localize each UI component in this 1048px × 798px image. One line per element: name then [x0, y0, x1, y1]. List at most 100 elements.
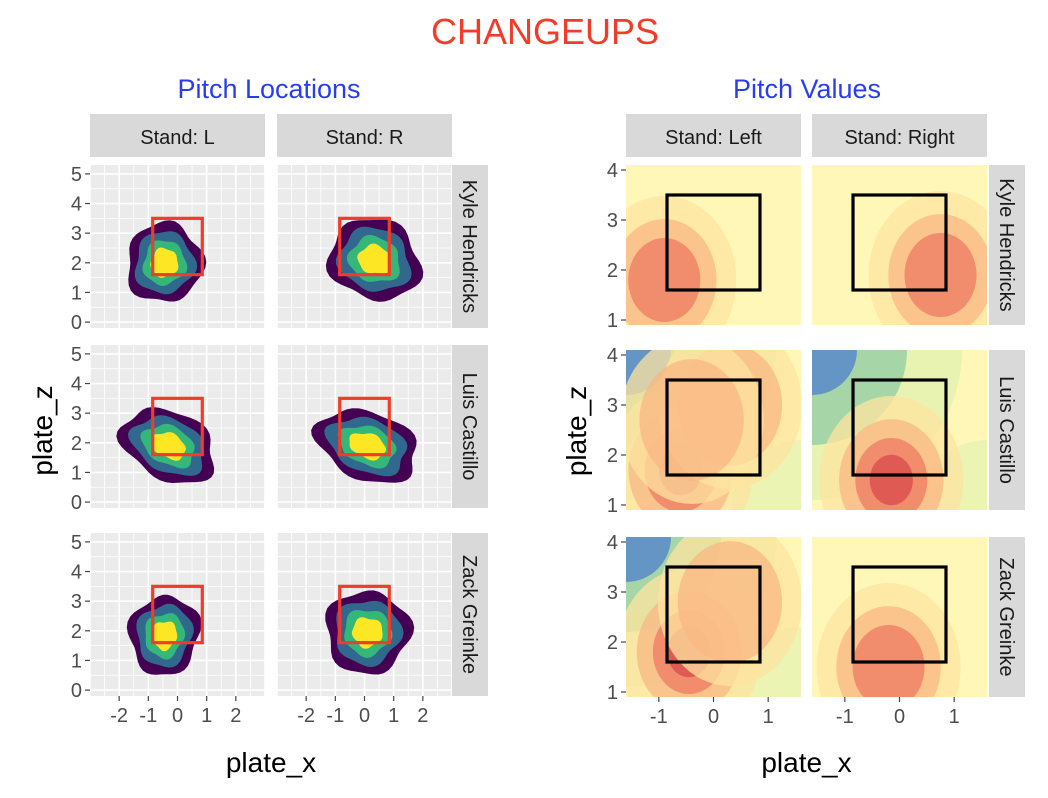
strike-zone: [151, 396, 204, 457]
column-strip-label: Stand: L: [140, 127, 215, 149]
y-tick-label: 1: [607, 495, 618, 517]
density-contour: [351, 617, 383, 649]
x-tick-label: 1: [388, 705, 399, 727]
y-tick-label: 3: [71, 223, 82, 245]
facet-panel: [626, 537, 801, 697]
y-axis-label: plate_z: [561, 386, 592, 476]
y-tick-label: 3: [71, 591, 82, 613]
y-tick-label: 5: [71, 164, 82, 186]
cold-region: [626, 537, 671, 582]
row-strip: [452, 345, 488, 508]
strike-zone: [665, 378, 762, 477]
y-tick-label: 5: [71, 532, 82, 554]
strike-zone: [338, 396, 391, 457]
column-strip: [812, 114, 987, 157]
y-tick-label: 4: [607, 160, 618, 182]
y-tick-label: 1: [71, 462, 82, 484]
row-strip: [989, 537, 1025, 697]
y-tick-label: 1: [607, 682, 618, 704]
y-tick-label: 4: [71, 562, 82, 584]
row-strip-label: Kyle Hendricks: [458, 180, 480, 313]
facet-panel: [277, 345, 452, 508]
y-tick-label: 4: [71, 194, 82, 216]
hot-region: [639, 359, 744, 481]
x-axis-label: plate_x: [761, 747, 851, 778]
chart-subtitle: Pitch Locations: [177, 74, 360, 104]
row-strip-label: Luis Castillo: [995, 376, 1017, 484]
y-tick-label: 5: [71, 344, 82, 366]
y-tick-label: 1: [71, 650, 82, 672]
x-tick-label: -1: [139, 705, 157, 727]
hot-region: [869, 454, 913, 506]
figure-title: CHANGEUPS: [431, 11, 659, 52]
y-tick-label: 4: [71, 374, 82, 396]
y-tick-label: 3: [607, 395, 618, 417]
facet-panel: [626, 165, 801, 325]
x-tick-label: 0: [359, 705, 370, 727]
x-tick-label: 0: [894, 706, 905, 728]
row-strip: [989, 350, 1025, 510]
strike-zone: [151, 216, 204, 277]
y-tick-label: 4: [607, 345, 618, 367]
y-tick-label: 4: [607, 532, 618, 554]
row-strip-label: Zack Greinke: [458, 555, 480, 674]
y-tick-label: 2: [607, 632, 618, 654]
y-tick-label: 0: [71, 680, 82, 702]
density-contour: [357, 243, 391, 274]
x-tick-label: 1: [763, 706, 774, 728]
column-strip-label: Stand: Right: [844, 127, 955, 149]
y-tick-label: 3: [607, 210, 618, 232]
x-tick-label: 1: [201, 705, 212, 727]
strike-zone: [338, 216, 391, 277]
y-tick-label: 2: [71, 253, 82, 275]
hot-region: [904, 233, 977, 317]
strike-zone: [851, 193, 948, 292]
facet-panel: [90, 165, 265, 328]
strike-zone: [338, 584, 391, 645]
strike-zone: [665, 565, 762, 664]
facet-panel: [626, 350, 801, 510]
y-tick-label: 1: [607, 310, 618, 332]
x-tick-label: 0: [708, 706, 719, 728]
column-strip: [90, 114, 265, 157]
row-strip: [452, 533, 488, 696]
y-axis-label: plate_z: [27, 385, 58, 475]
column-strip-label: Stand: R: [326, 127, 404, 149]
strike-zone: [665, 193, 762, 292]
hot-region: [628, 238, 701, 322]
y-tick-label: 0: [71, 312, 82, 334]
hot-region: [852, 625, 925, 697]
strike-zone: [851, 565, 948, 664]
facet-panel: [277, 533, 452, 696]
y-tick-label: 2: [71, 433, 82, 455]
chart-subtitle: Pitch Values: [733, 74, 881, 104]
density-contour: [150, 247, 179, 278]
facet-panel: [812, 350, 987, 510]
column-strip: [626, 114, 801, 157]
x-tick-label: -2: [297, 705, 315, 727]
x-tick-label: 2: [230, 705, 241, 727]
strike-zone: [151, 584, 204, 645]
x-tick-label: 2: [417, 705, 428, 727]
row-strip-label: Zack Greinke: [995, 558, 1017, 677]
y-tick-label: 2: [607, 445, 618, 467]
x-tick-label: -1: [836, 706, 854, 728]
facet-panel: [277, 165, 452, 328]
column-strip-label: Stand: Left: [665, 127, 762, 149]
row-strip-label: Luis Castillo: [458, 373, 480, 481]
pitch-values-chart: Pitch Values Stand: Left Stand: Right Kyle …: [561, 74, 1025, 778]
strike-zone: [851, 378, 948, 477]
y-tick-label: 2: [607, 260, 618, 282]
column-strip: [277, 114, 452, 157]
hot-region: [677, 541, 783, 663]
facet-panel: [90, 345, 265, 508]
row-strip-label: Kyle Hendricks: [995, 178, 1017, 311]
y-tick-label: 0: [71, 492, 82, 514]
y-tick-label: 3: [71, 403, 82, 425]
row-strip: [989, 165, 1025, 325]
x-tick-label: 1: [949, 706, 960, 728]
x-tick-label: -2: [110, 705, 128, 727]
y-tick-label: 3: [607, 582, 618, 604]
x-axis-label: plate_x: [226, 747, 316, 778]
